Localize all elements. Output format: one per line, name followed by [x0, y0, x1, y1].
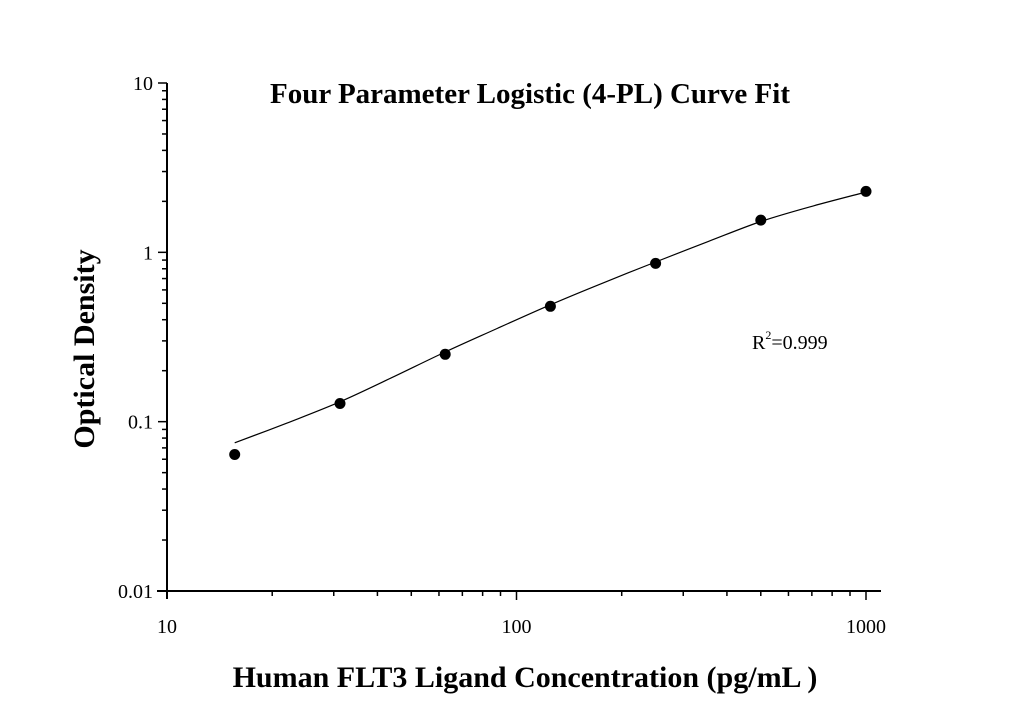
- y-tick-label: 0.1: [128, 412, 153, 434]
- r-squared-annotation: R2=0.999: [752, 328, 828, 354]
- chart-title: Four Parameter Logistic (4-PL) Curve Fit: [270, 78, 790, 110]
- data-point: [439, 348, 451, 360]
- fit-curve: [234, 191, 867, 444]
- y-tick-label: 0.01: [118, 581, 153, 603]
- y-tick-label: 1: [143, 242, 153, 264]
- x-tick-label: 100: [502, 616, 532, 638]
- data-point: [544, 300, 556, 312]
- x-tick-label: 1000: [846, 616, 886, 638]
- y-axis-label: Optical Density: [68, 249, 101, 448]
- data-point: [334, 398, 346, 409]
- data-point: [755, 214, 767, 226]
- data-point: [229, 449, 241, 460]
- data-point: [650, 257, 662, 269]
- data-point: [860, 185, 872, 197]
- x-tick-label: 10: [157, 616, 177, 638]
- y-axis: 0.01 0.1 1 10: [118, 73, 168, 603]
- data-points: [229, 185, 872, 460]
- x-axis: 10 100 1000: [157, 590, 886, 638]
- y-tick-label: 10: [133, 73, 153, 95]
- x-axis-label: Human FLT3 Ligand Concentration (pg/mL ): [233, 661, 818, 694]
